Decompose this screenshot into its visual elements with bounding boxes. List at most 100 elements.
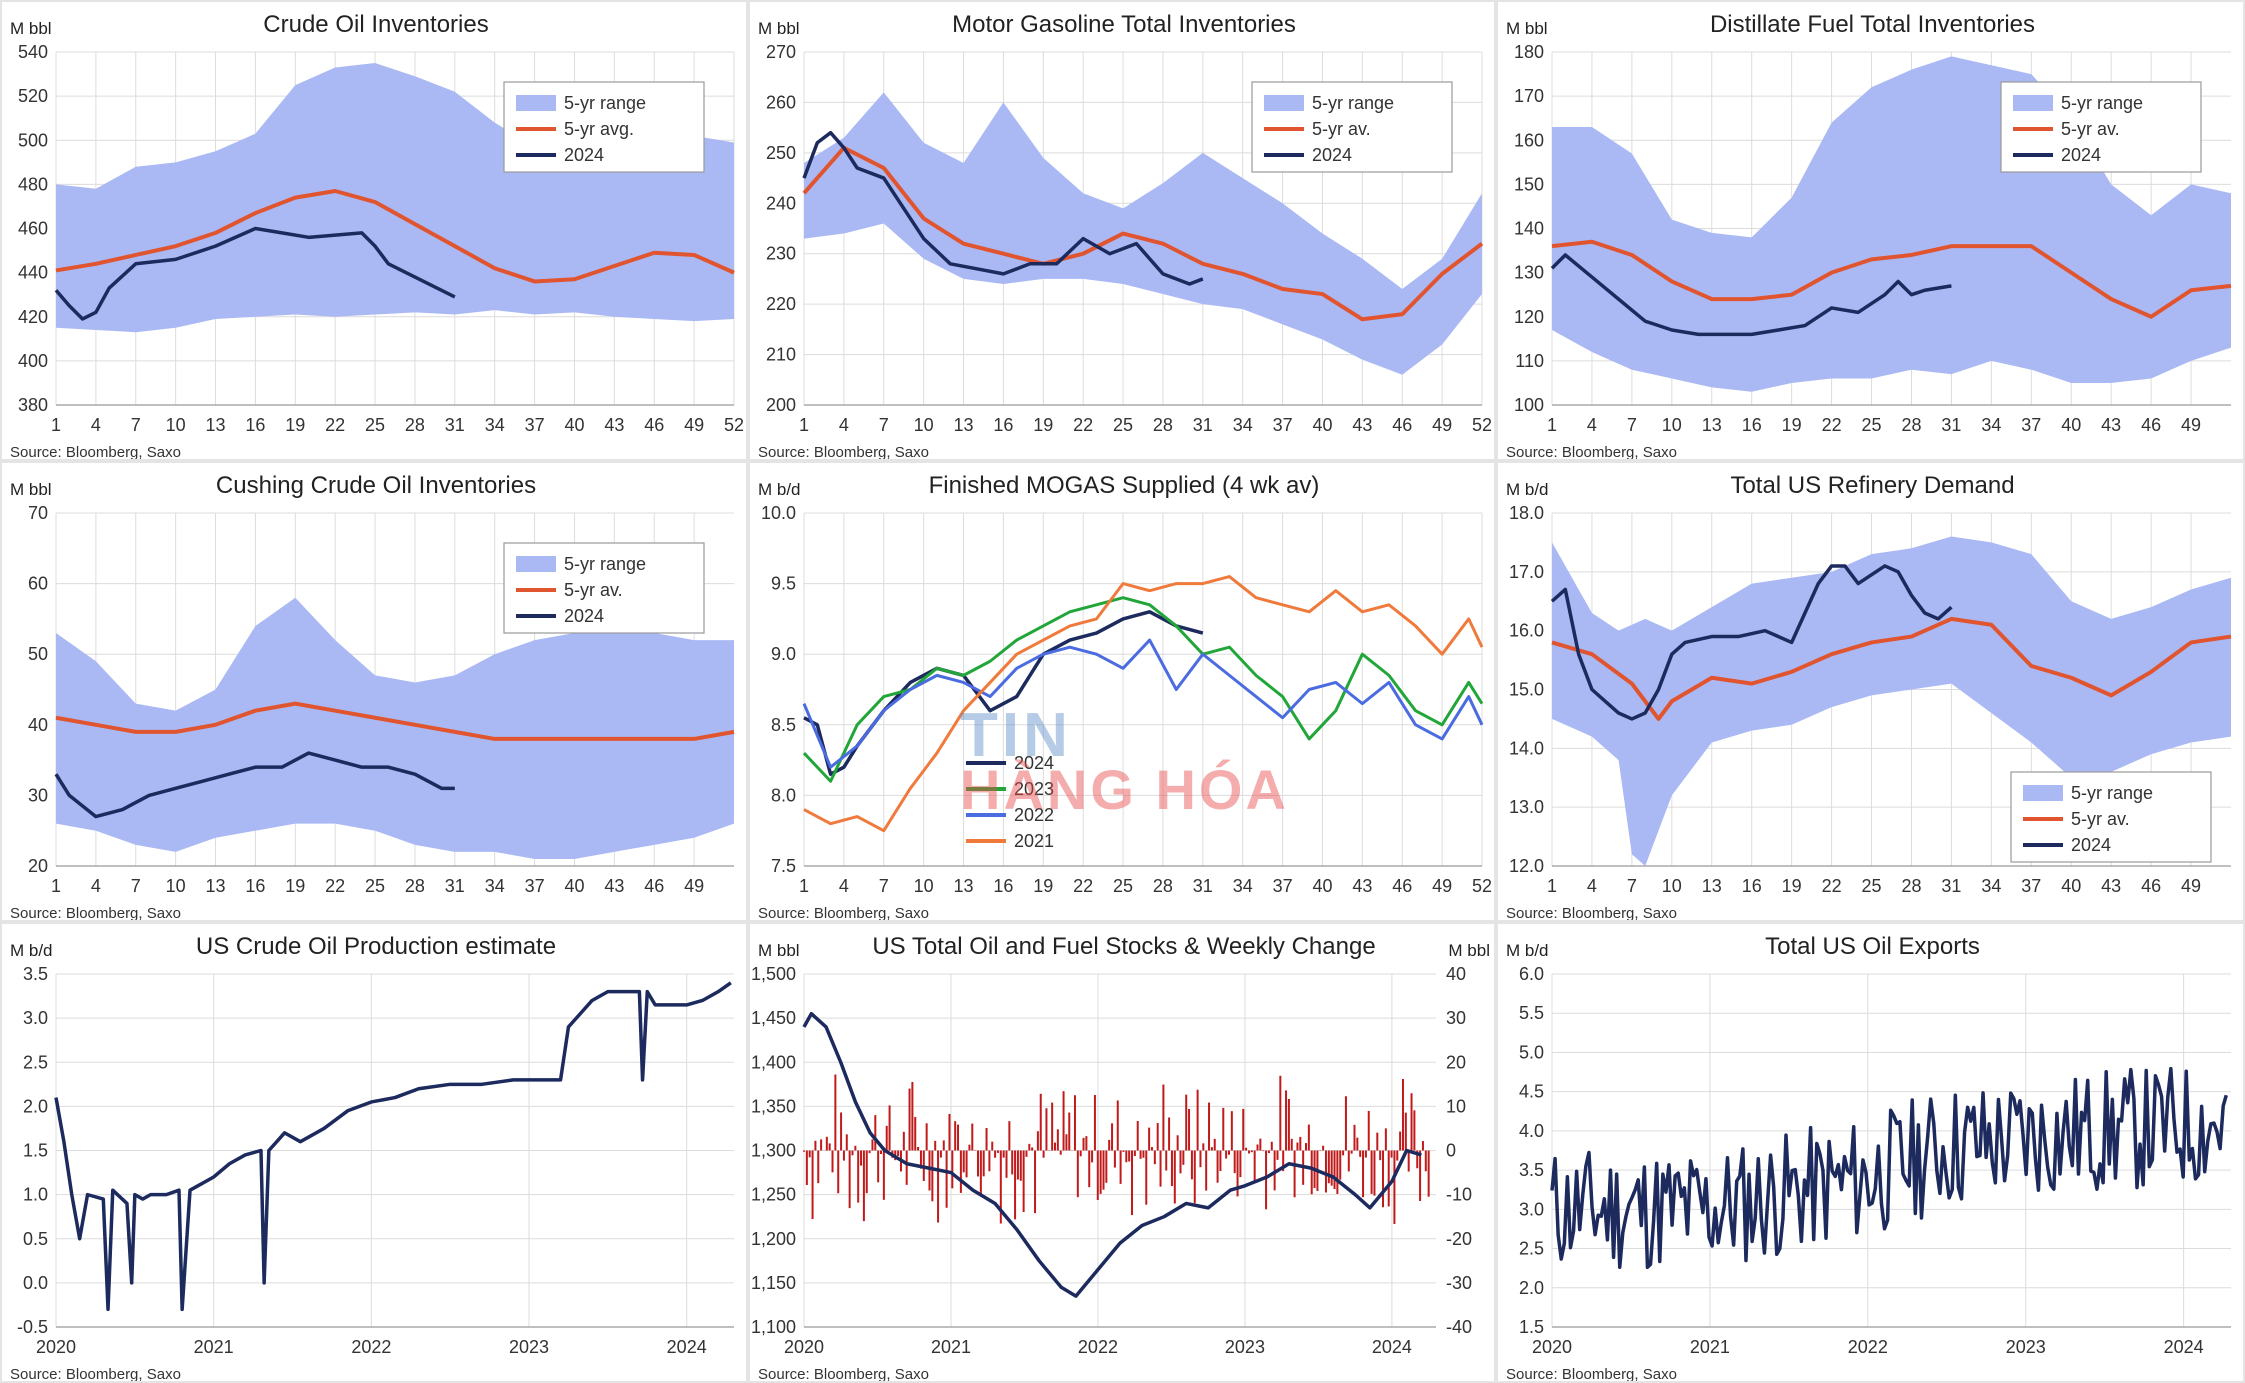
weekly-change-bar — [831, 1150, 834, 1173]
weekly-change-bar — [1262, 1150, 1265, 1152]
weekly-change-bar — [1322, 1145, 1325, 1151]
x-tick-label: 46 — [1392, 876, 1412, 896]
weekly-change-bar — [982, 1150, 985, 1177]
weekly-change-bar — [1156, 1123, 1159, 1151]
weekly-change-bar — [1376, 1132, 1379, 1151]
chart-crude-production: US Crude Oil Production estimate M b/d 202… — [10, 933, 734, 1381]
legend-swatch — [516, 95, 556, 111]
x-tick-label: 34 — [485, 876, 505, 896]
weekly-change-bar — [868, 1150, 871, 1154]
weekly-change-bar — [985, 1127, 988, 1151]
weekly-change-bar — [814, 1140, 817, 1151]
x-tick-label: 28 — [1153, 876, 1173, 896]
chart-panel-crude-oil-inventories: Crude Oil Inventories M bbl 1 4 7 10 13 16 19 22 2… — [0, 0, 748, 461]
y2-tick-label: -20 — [1446, 1229, 1472, 1249]
weekly-change-bar — [1310, 1150, 1313, 1195]
weekly-change-bar — [1327, 1150, 1330, 1184]
weekly-change-bar — [1173, 1150, 1176, 1204]
y-tick-label: 520 — [18, 86, 48, 106]
legend-label: 2024 — [564, 606, 604, 626]
y-axis-label: M bbl — [10, 19, 52, 38]
y-tick-label: 150 — [1514, 174, 1544, 194]
weekly-change-bar — [1416, 1150, 1419, 1169]
y-tick-label: 1,300 — [751, 1141, 796, 1161]
weekly-change-bar — [1185, 1094, 1188, 1151]
weekly-change-bar — [1054, 1142, 1056, 1151]
x-tick-label: 40 — [2061, 415, 2081, 435]
y-tick-label: 17.0 — [1509, 562, 1544, 582]
weekly-change-bar — [1419, 1150, 1422, 1202]
series-line-data — [54, 981, 732, 1312]
weekly-change-bar — [1039, 1093, 1042, 1151]
x-tick-label: 46 — [2141, 876, 2161, 896]
weekly-change-bar — [1367, 1110, 1370, 1151]
weekly-change-bar — [1122, 1150, 1125, 1152]
x-tick-label: 40 — [564, 415, 584, 435]
weekly-change-bar — [1139, 1150, 1142, 1159]
source-note: Source: Bloomberg, Saxo — [1506, 444, 1677, 461]
chart-cushing-crude: Cushing Crude Oil Inventories M bbl 1 4 7 10 1… — [10, 472, 735, 920]
series-line-data — [1550, 1066, 2228, 1270]
x-tick-label: 28 — [1901, 876, 1921, 896]
y-tick-label: 9.0 — [771, 644, 796, 664]
y-tick-label: 5.5 — [1519, 1003, 1544, 1023]
legend-label: 5-yr avg. — [564, 119, 634, 139]
y-axis-label: M b/d — [1506, 941, 1549, 960]
weekly-change-bar — [1199, 1150, 1202, 1168]
weekly-change-bar — [1427, 1150, 1430, 1197]
x-tick-label: 40 — [2061, 876, 2081, 896]
weekly-change-bar — [877, 1150, 880, 1183]
weekly-change-bar — [1190, 1150, 1193, 1180]
y2-axis-label: M bbl — [1448, 941, 1490, 960]
x-tick-label: 19 — [285, 415, 305, 435]
weekly-change-bar — [976, 1150, 979, 1177]
weekly-change-bar — [945, 1150, 948, 1208]
x-tick-label: 7 — [879, 415, 889, 435]
weekly-change-bar — [908, 1088, 911, 1151]
x-tick-label: 34 — [1981, 415, 2001, 435]
x-tick-label: 1 — [1547, 876, 1557, 896]
y-tick-label: 480 — [18, 174, 48, 194]
weekly-change-bar — [1005, 1150, 1008, 1178]
weekly-change-bar — [1407, 1150, 1410, 1172]
x-tick-label: 13 — [954, 876, 974, 896]
series-line-2024 — [54, 751, 455, 819]
source-note: Source: Bloomberg, Saxo — [10, 444, 181, 461]
weekly-change-bar — [1028, 1143, 1031, 1151]
weekly-change-bar — [1393, 1150, 1396, 1224]
y-tick-label: 50 — [28, 644, 48, 664]
x-tick-label: 25 — [365, 876, 385, 896]
y-axis-label: M bbl — [10, 480, 52, 499]
weekly-change-bar — [1119, 1150, 1122, 1184]
series-line-2024 — [1550, 253, 1952, 337]
x-tick-label: 37 — [525, 876, 545, 896]
series-line-total-stocks — [802, 1011, 1422, 1298]
weekly-change-bar — [840, 1112, 843, 1151]
x-tick-label: 52 — [1472, 876, 1492, 896]
weekly-change-bar — [845, 1134, 848, 1151]
x-tick-label: 28 — [405, 415, 425, 435]
weekly-change-bar — [965, 1150, 968, 1178]
x-tick-label: 10 — [166, 415, 186, 435]
chart-panel-motor-gasoline: Motor Gasoline Total Inventories M bbl 1 4 7… — [748, 0, 1496, 461]
weekly-change-bar — [1145, 1150, 1148, 1205]
weekly-change-bar — [1016, 1150, 1019, 1180]
weekly-change-bar — [1384, 1128, 1387, 1151]
y2-tick-label: -40 — [1446, 1317, 1472, 1337]
weekly-change-bar — [1193, 1150, 1196, 1204]
x-tick-label: 25 — [365, 415, 385, 435]
y-tick-label: 14.0 — [1509, 738, 1544, 758]
x-tick-label: 4 — [1587, 876, 1597, 896]
y-tick-label: 380 — [18, 395, 48, 415]
x-tick-label: 43 — [1352, 415, 1372, 435]
series-line-5-yr-av- — [1551, 239, 2232, 319]
x-tick-label: 31 — [1941, 876, 1961, 896]
x-tick-label: 49 — [1432, 876, 1452, 896]
x-tick-label: 43 — [2101, 415, 2121, 435]
y-tick-label: 1,100 — [751, 1317, 796, 1337]
weekly-change-bar — [1093, 1094, 1096, 1151]
legend-label: 5-yr av. — [1312, 119, 1371, 139]
y-axis-label: M b/d — [10, 941, 53, 960]
x-tick-label: 10 — [914, 876, 934, 896]
chart-crude-oil-inventories: Crude Oil Inventories M bbl 1 4 7 10 13 16 19 22 2… — [10, 11, 744, 461]
